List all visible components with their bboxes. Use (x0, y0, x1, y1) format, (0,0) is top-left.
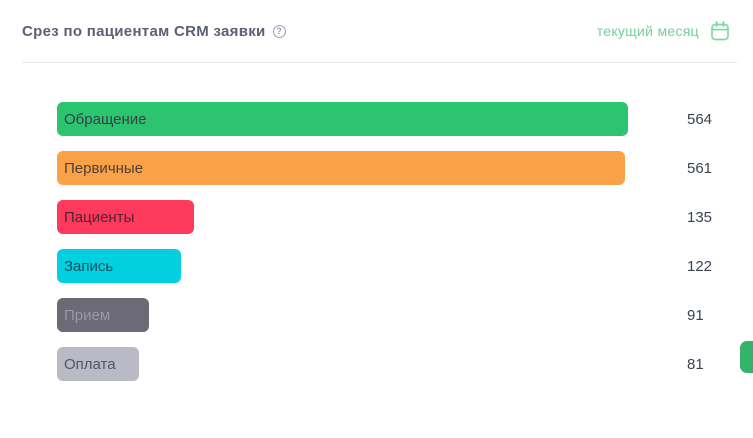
bar-label: Первичные (64, 159, 144, 177)
bar-value: 135 (687, 208, 713, 226)
bar-label: Пациенты (64, 208, 135, 226)
funnel-row: Запись 122 (57, 249, 753, 283)
bar-value: 561 (687, 159, 713, 177)
title-wrap: Срез по пациентам CRM заявки ? (22, 23, 286, 40)
edge-tab[interactable] (740, 341, 753, 373)
bar-label: Прием (64, 306, 111, 324)
bar-value: 81 (687, 355, 704, 373)
page-title: Срез по пациентам CRM заявки (22, 22, 266, 40)
funnel-row: Прием 91 (57, 298, 753, 332)
funnel-chart: Обращение 564 Первичные 561 Пациенты 135… (0, 102, 753, 396)
period-selector[interactable]: текущий месяц (597, 20, 731, 43)
help-icon[interactable]: ? (272, 24, 286, 38)
bar-label: Запись (64, 257, 114, 275)
bar-value: 91 (687, 306, 704, 324)
funnel-row: Пациенты 135 (57, 200, 753, 234)
calendar-icon[interactable] (710, 20, 731, 43)
funnel-bar[interactable]: Пациенты (57, 200, 194, 234)
header-divider (22, 62, 737, 63)
funnel-bar[interactable]: Первичные (57, 151, 625, 185)
bar-label: Оплата (64, 355, 116, 373)
funnel-bar[interactable]: Оплата (57, 347, 139, 381)
bar-value: 122 (687, 257, 713, 275)
bar-label: Обращение (64, 110, 147, 128)
funnel-row: Первичные 561 (57, 151, 753, 185)
funnel-row: Обращение 564 (57, 102, 753, 136)
widget-header: Срез по пациентам CRM заявки ? текущий м… (0, 0, 753, 48)
funnel-row: Оплата 81 (57, 347, 753, 381)
funnel-bar[interactable]: Запись (57, 249, 181, 283)
funnel-bar[interactable]: Обращение (57, 102, 628, 136)
funnel-bar[interactable]: Прием (57, 298, 149, 332)
bar-value: 564 (687, 110, 713, 128)
period-label[interactable]: текущий месяц (596, 23, 699, 39)
